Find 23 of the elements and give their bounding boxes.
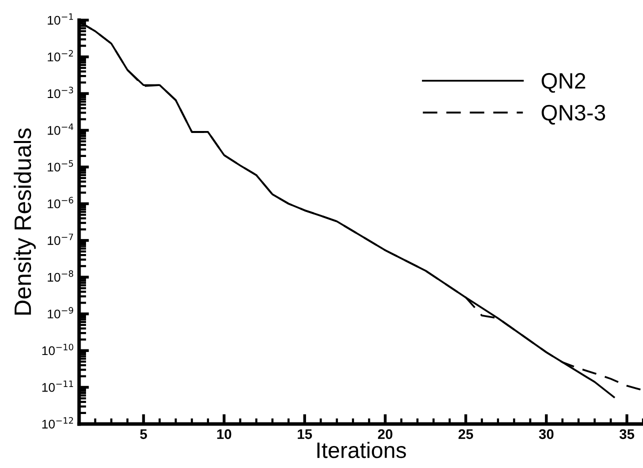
legend-label: QN2	[542, 73, 586, 93]
y-tick-label: 10$^{−12}$	[42, 417, 73, 429]
x-tick-label: 20	[378, 429, 392, 440]
y-tick-label: 10$^{−1}$	[48, 13, 73, 25]
y-tick-label: 10$^{−5}$	[48, 160, 74, 172]
x-tick-label: 5	[140, 429, 148, 440]
y-tick-label: 10$^{−7}$	[48, 234, 74, 245]
x-axis-title: Iterations	[317, 442, 406, 458]
y-axis-title: Density Residuals	[14, 128, 36, 315]
x-tick-label: 10	[217, 429, 232, 440]
y-tick-label: 10$^{−11}$	[42, 380, 74, 392]
y-tick-label: 10$^{−6}$	[48, 196, 74, 208]
y-tick-label: 10$^{−3}$	[48, 86, 74, 98]
y-tick-label: 10$^{−2}$	[48, 50, 73, 62]
y-tick-label: 10$^{−9}$	[48, 307, 74, 318]
x-tick-label: 30	[538, 429, 554, 440]
x-tick-label: 25	[458, 429, 474, 440]
y-tick-label: 10$^{−8}$	[48, 270, 74, 282]
y-tick-label: 10$^{−10}$	[42, 344, 74, 356]
y-tick-label: 10$^{−4}$	[48, 124, 74, 135]
x-tick-label: 35	[619, 429, 634, 440]
x-tick-label: 15	[298, 429, 312, 440]
legend-label: QN3-3	[542, 104, 606, 125]
